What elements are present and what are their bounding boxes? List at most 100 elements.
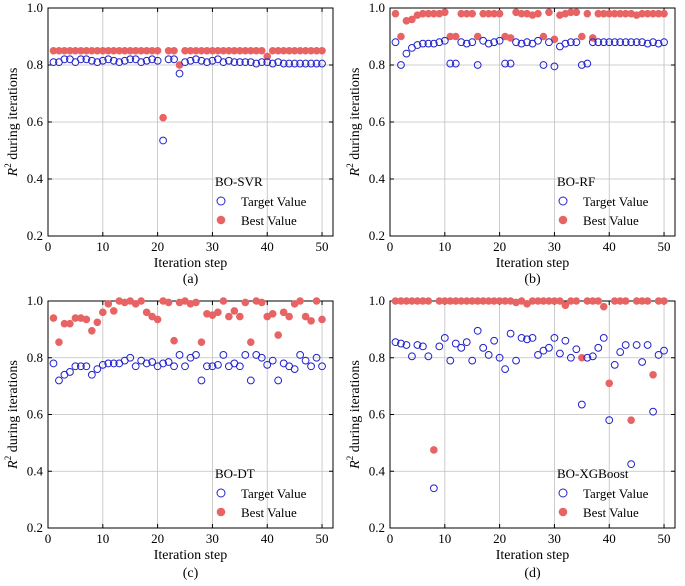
y-tick-label: 0.4 [27, 171, 44, 186]
best-point [473, 297, 482, 305]
best-point [402, 297, 411, 305]
target-point [115, 58, 124, 67]
target-point [175, 69, 184, 78]
target-point [627, 38, 636, 47]
best-point [457, 9, 466, 18]
target-point [561, 336, 570, 345]
legend-title: BO-RF [557, 174, 595, 189]
y-tick-label: 0.6 [27, 407, 44, 422]
best-point [257, 46, 266, 55]
series-target-value [391, 326, 668, 493]
best-point [528, 297, 537, 305]
target-point [501, 365, 509, 374]
target-point [539, 61, 548, 69]
best-point [583, 297, 592, 305]
series-target-value [391, 36, 668, 71]
best-point [99, 46, 107, 55]
best-point [60, 46, 69, 55]
y-tick-label: 1.0 [27, 0, 43, 15]
best-point [621, 9, 630, 18]
target-point [599, 333, 608, 342]
target-point [418, 39, 427, 48]
legend: BO-DT Target Value Best Value [215, 466, 307, 520]
best-point [413, 297, 422, 305]
best-point [192, 46, 200, 55]
best-point [583, 9, 592, 18]
target-point [192, 351, 200, 359]
best-point [588, 34, 597, 42]
best-point [517, 9, 526, 18]
target-point [616, 38, 625, 47]
target-point [501, 59, 509, 68]
target-point [55, 376, 63, 385]
best-point [236, 46, 244, 55]
best-point [451, 297, 460, 305]
target-point [296, 59, 305, 68]
best-point [462, 297, 471, 305]
target-point [435, 342, 444, 351]
target-point [82, 362, 91, 371]
best-point [274, 331, 282, 339]
best-point [126, 46, 135, 55]
legend-target-label: Target Value [241, 486, 307, 501]
target-point [588, 352, 597, 361]
best-point [197, 46, 206, 55]
target-point [312, 353, 321, 362]
y-tick-label: 0.4 [369, 463, 386, 478]
target-point [203, 362, 211, 371]
target-point [638, 38, 647, 47]
target-point [142, 56, 151, 65]
x-tick-label: 10 [96, 531, 109, 546]
legend: BO-RF Target Value Best Value [557, 174, 649, 228]
x-tick-label: 0 [45, 531, 52, 546]
target-point [402, 49, 411, 58]
target-point [424, 39, 433, 48]
target-point [462, 338, 471, 347]
best-point [307, 317, 315, 325]
best-point [539, 32, 548, 41]
target-point [610, 360, 619, 369]
legend-best-marker [216, 215, 226, 225]
target-point [424, 352, 433, 361]
x-tick-label: 50 [316, 531, 329, 546]
best-point [643, 9, 652, 18]
best-point [479, 297, 487, 305]
best-point [616, 297, 624, 305]
target-point [307, 59, 315, 68]
best-point [424, 9, 433, 18]
best-point [241, 46, 250, 55]
target-point [307, 362, 315, 371]
best-point [424, 297, 433, 305]
target-point [473, 326, 482, 335]
best-point [473, 32, 482, 41]
best-point [643, 297, 652, 305]
best-point [446, 297, 455, 305]
target-point [512, 38, 520, 47]
target-point [186, 56, 195, 65]
target-point [279, 59, 288, 68]
best-point [115, 46, 124, 55]
target-point [660, 346, 668, 355]
target-point [413, 341, 422, 349]
best-point [142, 46, 151, 55]
target-point [594, 343, 603, 352]
target-point [296, 351, 305, 359]
best-point [561, 301, 570, 310]
target-point [219, 351, 228, 359]
series-best-value [49, 297, 326, 346]
best-point [490, 297, 498, 305]
best-point [397, 32, 405, 41]
target-point [268, 356, 277, 365]
best-point [88, 326, 96, 335]
best-point [181, 46, 189, 55]
best-point [82, 46, 91, 55]
best-point [120, 46, 129, 55]
best-point [572, 8, 581, 17]
panel-b: 0 10 20 30 40 50 0.2 0.4 0.6 0.8 1.0 Iteration step… [345, 0, 676, 287]
target-point [649, 407, 657, 416]
x-tick-label: 10 [96, 239, 109, 254]
legend-best-marker [216, 507, 226, 517]
target-point [490, 336, 499, 345]
best-point [301, 312, 310, 321]
